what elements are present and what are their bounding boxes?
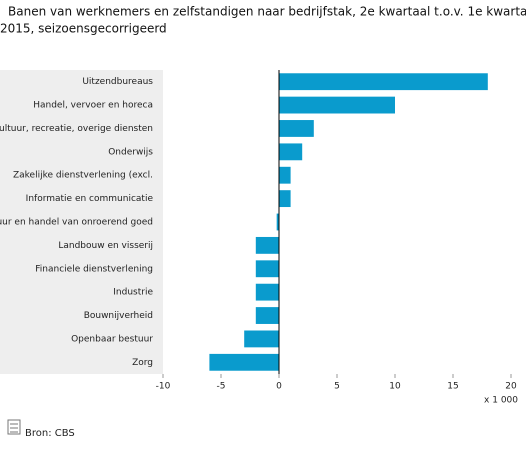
x-tick-label: 10 <box>389 382 401 392</box>
source: Bron: CBS <box>25 428 75 439</box>
x-tick-label: 5 <box>334 382 340 392</box>
y-tick-label: Informatie en communicatie <box>26 194 154 204</box>
y-tick-label: Industrie <box>113 288 153 298</box>
y-tick-label: Openbaar bestuur <box>71 334 153 344</box>
bar <box>279 96 395 114</box>
y-tick-label: Handel, vervoer en horeca <box>33 101 153 111</box>
bar <box>255 260 279 278</box>
chart-title: Banen van werknemers en zelfstandigen na… <box>8 5 526 19</box>
bar <box>276 213 279 231</box>
label-band <box>0 70 163 374</box>
x-tick-label: 20 <box>505 382 517 392</box>
y-tick-label: Zakelijke dienstverlening (excl. <box>13 171 153 181</box>
x-tick-label: -5 <box>217 382 226 392</box>
y-tick-label: Bouwnijverheid <box>84 311 153 321</box>
bar <box>255 236 279 254</box>
x-axis-label: x 1 000 <box>484 396 518 406</box>
bar <box>279 143 303 161</box>
bar <box>255 307 279 324</box>
source-icon <box>7 419 21 435</box>
y-tick-label: Onderwijs <box>108 147 153 157</box>
y-tick-label: Cultuur, recreatie, overige diensten <box>0 124 153 134</box>
x-tick-label: 0 <box>276 382 282 392</box>
chart-title: 2015, seizoensgecorrigeerd <box>0 22 167 36</box>
y-tick-label: Financiele dienstverlening <box>35 264 153 274</box>
y-tick-label: Zorg <box>132 358 153 368</box>
bar <box>279 120 314 137</box>
bar <box>209 353 279 371</box>
bar <box>279 190 291 208</box>
x-tick-label: -10 <box>156 382 171 392</box>
bar <box>279 73 488 91</box>
bar <box>244 330 279 348</box>
x-tick-label: 15 <box>447 382 458 392</box>
y-tick-label: Landbouw en visserij <box>58 241 153 251</box>
y-tick-label: Verhuur en handel van onroerend goed <box>0 218 153 228</box>
bar <box>255 283 279 301</box>
y-tick-label: Uitzendbureaus <box>82 77 153 87</box>
bar <box>279 166 291 184</box>
